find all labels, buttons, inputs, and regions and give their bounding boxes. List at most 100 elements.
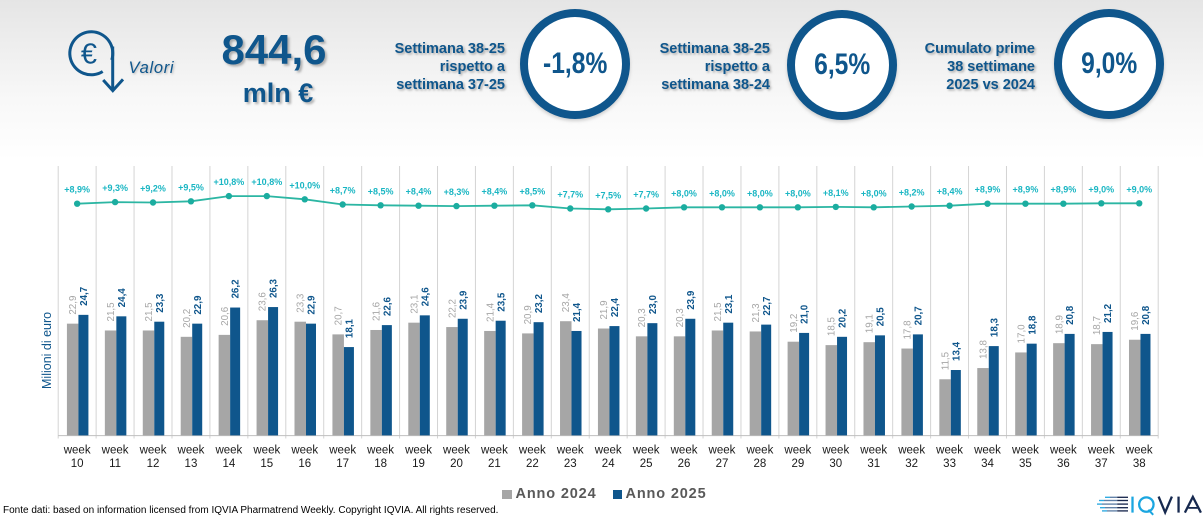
svg-text:20,6: 20,6 [220,306,231,326]
svg-text:week: week [859,445,887,457]
svg-text:week: week [404,445,432,457]
svg-text:week: week [897,445,925,457]
svg-text:week: week [177,445,205,457]
svg-text:20,3: 20,3 [675,308,686,328]
svg-text:week: week [745,445,773,457]
svg-text:33: 33 [943,458,956,470]
svg-text:23,1: 23,1 [724,294,735,314]
svg-text:18,7: 18,7 [1092,316,1103,335]
svg-text:week: week [821,445,849,457]
svg-text:24: 24 [602,458,615,470]
svg-text:23,3: 23,3 [296,293,307,313]
svg-text:week: week [708,445,736,457]
svg-text:19,6: 19,6 [1130,311,1141,331]
svg-text:32: 32 [905,458,918,470]
svg-text:21,6: 21,6 [372,301,383,321]
svg-text:23,9: 23,9 [458,290,469,310]
svg-text:week: week [252,445,280,457]
svg-text:14: 14 [222,458,235,470]
svg-text:26,2: 26,2 [231,279,242,299]
svg-text:week: week [101,445,129,457]
svg-text:+7,5%: +7,5% [595,190,621,200]
svg-text:+7,7%: +7,7% [557,190,583,200]
svg-text:21: 21 [488,458,501,470]
svg-text:10: 10 [71,458,84,470]
svg-text:21,3: 21,3 [751,303,762,323]
svg-text:26,3: 26,3 [269,278,280,298]
svg-text:23: 23 [564,458,577,470]
svg-text:week: week [1049,445,1077,457]
svg-text:20,8: 20,8 [1141,305,1152,325]
svg-text:20,7: 20,7 [914,306,925,326]
svg-text:15: 15 [260,458,273,470]
svg-text:13,8: 13,8 [978,339,989,359]
svg-text:24,4: 24,4 [117,288,128,308]
svg-text:+8,2%: +8,2% [899,188,925,198]
svg-text:36: 36 [1057,458,1070,470]
svg-text:29: 29 [791,458,804,470]
svg-text:17,0: 17,0 [1016,324,1027,344]
svg-text:16: 16 [298,458,311,470]
svg-text:20,2: 20,2 [838,308,849,328]
svg-text:21,4: 21,4 [572,302,583,322]
svg-text:+9,0%: +9,0% [1088,184,1114,194]
svg-text:37: 37 [1095,458,1108,470]
svg-text:18,1: 18,1 [345,318,356,338]
svg-text:19,2: 19,2 [789,314,800,333]
svg-text:23,1: 23,1 [409,295,420,314]
svg-text:20,2: 20,2 [182,309,193,328]
svg-text:22: 22 [526,458,539,470]
svg-text:20,5: 20,5 [876,307,887,327]
svg-text:25: 25 [640,458,653,470]
svg-text:21,5: 21,5 [106,302,117,322]
svg-text:21,4: 21,4 [485,302,496,322]
svg-text:week: week [632,445,660,457]
svg-text:30: 30 [829,458,842,470]
svg-text:20,7: 20,7 [334,306,345,325]
svg-text:34: 34 [981,458,994,470]
svg-text:+10,8%: +10,8% [213,177,244,187]
svg-text:23,3: 23,3 [155,293,166,313]
svg-text:18: 18 [374,458,387,470]
svg-text:week: week [480,445,508,457]
svg-text:17,8: 17,8 [903,320,914,340]
svg-text:35: 35 [1019,458,1032,470]
svg-text:Milioni di euro: Milioni di euro [40,312,54,389]
svg-text:20,9: 20,9 [523,305,534,324]
svg-text:+9,5%: +9,5% [178,182,204,192]
svg-text:12: 12 [147,458,160,470]
svg-text:18,8: 18,8 [1027,315,1038,335]
svg-text:week: week [366,445,394,457]
svg-text:week: week [1125,445,1153,457]
svg-text:19: 19 [412,458,425,470]
svg-text:+8,4%: +8,4% [482,187,508,197]
svg-text:week: week [670,445,698,457]
svg-text:+8,7%: +8,7% [330,186,356,196]
svg-text:+8,0%: +8,0% [671,188,697,198]
svg-text:week: week [328,445,356,457]
svg-text:+8,9%: +8,9% [64,185,90,195]
svg-text:22,9: 22,9 [193,295,204,315]
svg-text:+8,9%: +8,9% [1050,185,1076,195]
svg-text:18,3: 18,3 [989,317,1000,337]
svg-text:+8,1%: +8,1% [823,188,849,198]
svg-text:11: 11 [109,458,121,470]
svg-text:20,8: 20,8 [1065,305,1076,325]
svg-text:13,4: 13,4 [951,341,962,361]
svg-text:19,1: 19,1 [865,314,876,333]
svg-text:17: 17 [336,458,349,470]
svg-text:28: 28 [754,458,767,470]
svg-text:20: 20 [450,458,463,470]
svg-text:27: 27 [716,458,729,470]
svg-text:week: week [556,445,584,457]
svg-text:18,9: 18,9 [1054,315,1065,334]
svg-text:22,7: 22,7 [762,296,773,316]
svg-text:22,4: 22,4 [610,297,621,317]
svg-text:€: € [81,39,97,71]
svg-text:week: week [139,445,167,457]
svg-text:22,6: 22,6 [382,296,393,316]
svg-text:+8,4%: +8,4% [937,187,963,197]
svg-text:23,4: 23,4 [561,293,572,313]
svg-text:23,2: 23,2 [534,294,545,314]
svg-text:+10,8%: +10,8% [251,177,282,187]
